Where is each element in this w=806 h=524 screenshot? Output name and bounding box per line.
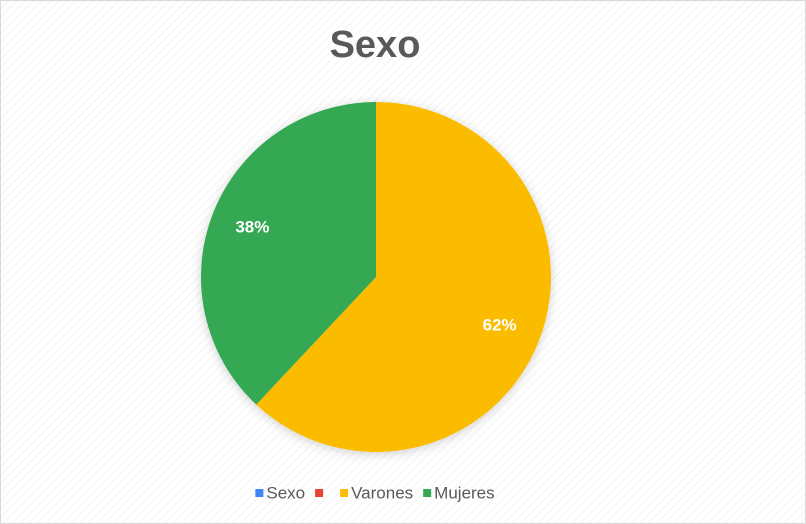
legend-label: Sexo <box>266 483 305 502</box>
legend-swatch <box>315 489 324 497</box>
data-labels: 62% 38% <box>235 218 516 335</box>
legend-label: Mujeres <box>434 483 494 502</box>
pie-slice <box>256 102 551 453</box>
pie <box>201 102 551 453</box>
pie-slice <box>201 102 376 405</box>
legend-swatch <box>255 489 264 497</box>
data-label: 62% <box>483 315 517 334</box>
legend-label: Varones <box>351 483 413 502</box>
legend-swatch <box>340 489 349 497</box>
legend-swatch <box>423 489 432 497</box>
data-label: 38% <box>235 218 269 237</box>
chart-title: Sexo <box>330 24 421 66</box>
legend: Sexo Varones Mujeres <box>255 483 495 502</box>
